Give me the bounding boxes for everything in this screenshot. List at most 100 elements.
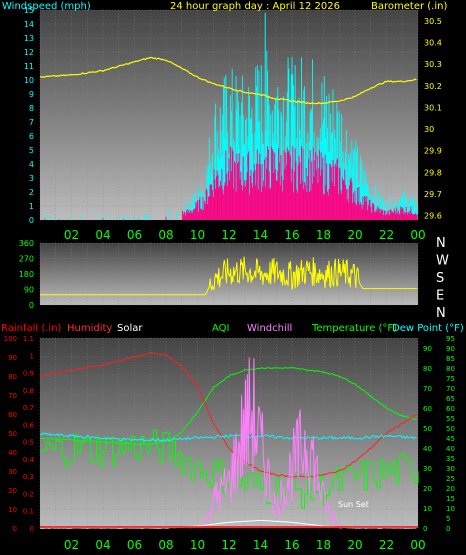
chart-title: 24 hour graph day : April 12 2026	[170, 1, 340, 12]
x-tick-label: 14	[253, 228, 268, 242]
baro-tick-label: 30.1	[424, 103, 442, 112]
x-tick-label: 10	[190, 538, 205, 552]
humidity-tick-label: 20	[8, 487, 17, 495]
rain-tick-label: 0.2	[23, 490, 34, 498]
temperature-tick-label: 35	[446, 455, 455, 463]
baro-tick-label: 30.2	[424, 82, 442, 91]
x-tick-label: 04	[95, 538, 110, 552]
aqi-tick-label: 50	[423, 425, 432, 433]
humidity-tick-label: 40	[8, 449, 17, 457]
temperature-tick-label: 25	[446, 475, 455, 483]
temperature-tick-label: 95	[446, 335, 455, 343]
temperature-tick-label: 85	[446, 355, 455, 363]
aqi-tick-label: 60	[423, 405, 432, 413]
direction-tick-label: 180	[19, 270, 34, 279]
rain-tick-label: 1.1	[23, 335, 34, 343]
wind-direction-line	[40, 256, 418, 296]
x-axis-ticks: 02 02 04 04 06 06 08 08 10 10 12 12 14 14 16 16 18 18 20 20…	[64, 228, 426, 552]
direction-tick-label: 90	[24, 286, 34, 295]
wind-tick-label: 14	[24, 20, 34, 29]
humidity-line	[39, 352, 417, 478]
temperature-tick-label: 10	[446, 505, 455, 513]
aqi-tick-label: 20	[423, 485, 432, 493]
rain-tick-label: 0.6	[23, 421, 35, 429]
temperature-tick-label: 40	[446, 445, 455, 453]
sun-set-annotation: Sun Set	[338, 500, 369, 509]
humidity-tick-label: 70	[8, 392, 17, 400]
wind-baro-series	[39, 12, 418, 220]
wind-tick-label: 8	[29, 104, 34, 113]
temperature-tick-label: 65	[446, 395, 455, 403]
humidity-tick-label: 10	[8, 506, 17, 514]
aqi-tick-label: 40	[423, 445, 432, 453]
temperature-tick-label: 70	[446, 385, 455, 393]
x-tick-label: 08	[158, 538, 173, 552]
legend-rainfall: Rainfall (.in)	[1, 323, 62, 334]
x-tick-label: 06	[127, 538, 142, 552]
temperature-tick-label: 80	[446, 365, 455, 373]
direction-tick-label: 270	[19, 255, 34, 264]
temperature-line	[39, 366, 417, 446]
baro-tick-label: 29.7	[424, 190, 442, 199]
legend-aqi: AQI	[212, 323, 230, 334]
x-tick-label: 02	[64, 228, 79, 242]
temperature-tick-label: 60	[446, 405, 455, 413]
rain-tick-label: 0.5	[23, 439, 34, 447]
temperature-tick-label: 30	[446, 465, 455, 473]
x-tick-label: 12	[221, 538, 236, 552]
windchill-line	[189, 357, 342, 529]
dewpoint-line	[39, 432, 417, 442]
baro-tick-label: 30.3	[424, 60, 442, 69]
x-tick-label: 18	[316, 538, 331, 552]
temperature-tick-label: 20	[446, 485, 455, 493]
rain-tick-label: 0.4	[23, 456, 35, 464]
aqi-tick-label: 80	[423, 365, 432, 373]
wind-tick-label: 10	[24, 76, 34, 85]
aqi-tick-label: 90	[423, 345, 432, 353]
baro-tick-label: 29.6	[424, 212, 442, 221]
x-tick-label: 10	[190, 228, 205, 242]
legend-humidity: Humidity	[67, 323, 112, 334]
humidity-tick-label: 0	[13, 525, 17, 533]
aqi-tick-label: 30	[423, 465, 432, 473]
aqi-tick-label: 70	[423, 385, 432, 393]
rain-tick-label: 0	[30, 525, 34, 533]
x-tick-label: 20	[347, 538, 362, 552]
barometer-axis-title: Barometer (.in)	[371, 1, 447, 12]
x-tick-label: 14	[253, 538, 268, 552]
wind-tick-label: 12	[24, 48, 34, 57]
humidity-tick-label: 50	[8, 430, 17, 438]
aqi-tick-label: 10	[423, 505, 432, 513]
temperature-series	[39, 352, 419, 529]
wind-tick-label: 4	[29, 160, 34, 169]
baro-tick-label: 30	[424, 125, 434, 134]
rain-tick-label: 0.3	[23, 473, 34, 481]
solar-line	[39, 519, 417, 529]
temperature-tick-label: 45	[446, 435, 455, 443]
compass-label: S	[436, 271, 444, 286]
legend-windchill: Windchill	[247, 323, 292, 334]
temperature-tick-label: 15	[446, 495, 455, 503]
temperature-panel-ticks: 010203040506070809010000.10.20.30.40.50.…	[4, 335, 455, 533]
compass-label: N	[436, 306, 446, 321]
rain-tick-label: 0.8	[23, 387, 34, 395]
compass-label: E	[436, 289, 444, 304]
humidity-tick-label: 80	[8, 373, 17, 381]
x-tick-label: 00	[410, 228, 425, 242]
aqi-tick-label: 0	[423, 525, 427, 533]
x-tick-label: 20	[347, 228, 362, 242]
direction-series	[40, 256, 418, 296]
temperature-tick-label: 90	[446, 345, 455, 353]
temperature-tick-label: 75	[446, 375, 455, 383]
rain-tick-label: 0.9	[23, 370, 34, 378]
temperature-tick-label: 55	[446, 415, 455, 423]
wind-tick-label: 6	[29, 132, 34, 141]
rain-tick-label: 0.1	[23, 508, 34, 516]
legend-solar: Solar	[117, 323, 143, 334]
wind-tick-label: 13	[24, 34, 34, 43]
x-tick-label: 00	[410, 538, 425, 552]
baro-tick-label: 29.8	[424, 168, 442, 177]
temperature-tick-label: 5	[446, 515, 450, 523]
